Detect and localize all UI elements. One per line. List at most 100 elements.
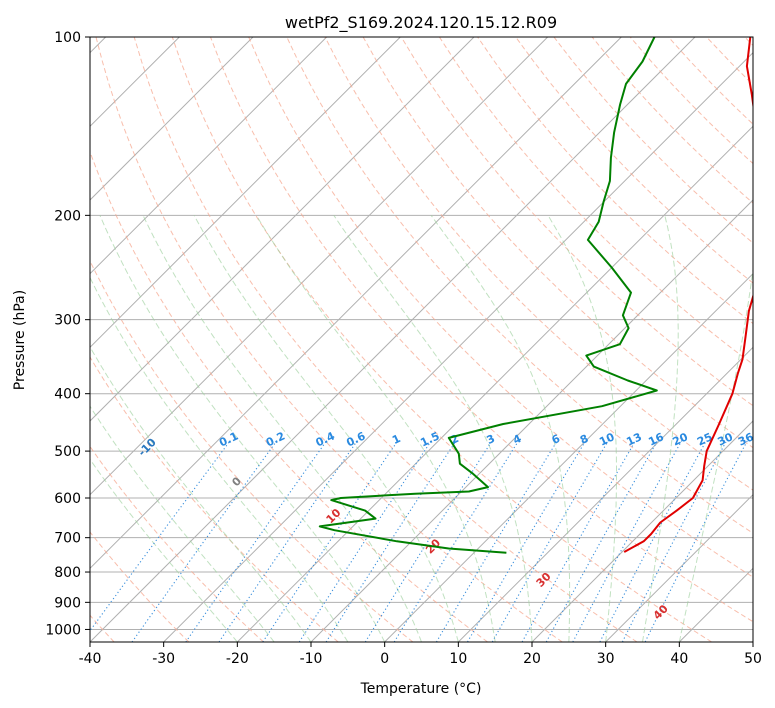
dry-adiabat-line — [90, 445, 264, 642]
mixing-ratio-label: 6 — [550, 432, 563, 447]
y-tick-label: 700 — [54, 531, 81, 547]
chart-title: wetPf2_S169.2024.120.15.12.R09 — [285, 13, 557, 33]
background-lines — [90, 37, 753, 642]
mixing-ratio-line — [131, 440, 278, 642]
y-tick-label: 400 — [54, 387, 81, 403]
moist-adiabat-line — [90, 405, 275, 642]
dry-adiabat-label: 30 — [534, 570, 554, 590]
isotherm-line — [384, 272, 753, 642]
mixing-ratio-line — [521, 440, 637, 642]
moist-adiabat-line — [678, 265, 753, 642]
dry-adiabat-line — [438, 37, 753, 366]
mixing-ratio-line — [90, 440, 231, 632]
plot-frame — [89, 36, 754, 643]
isotherm-line — [90, 37, 696, 642]
dry-adiabat-line — [90, 150, 488, 642]
y-tick-label: 1000 — [45, 622, 81, 638]
isotherm-line — [531, 420, 753, 642]
x-axis: -40 -30 -20 -10 0 10 20 30 40 50 — [79, 642, 762, 667]
dewpoint-line — [318, 37, 658, 554]
y-tick-label: 500 — [54, 444, 81, 460]
y-tick-label: 900 — [54, 595, 81, 611]
x-axis-label: Temperature (°C) — [360, 681, 482, 697]
dry-adiabat-line — [90, 356, 339, 642]
y-axis-label: Pressure (hPa) — [12, 290, 28, 390]
mixing-ratio-label: 0.1 — [217, 429, 240, 449]
isotherm-line — [752, 641, 753, 642]
mixing-ratio-line — [185, 440, 328, 642]
dry-adiabat-line — [248, 37, 753, 578]
isotherm-line — [457, 346, 753, 642]
dry-adiabat-line — [515, 37, 753, 284]
dry-adiabat-line — [706, 37, 753, 86]
dry-adiabat-line — [133, 37, 638, 642]
mixing-ratio-line — [364, 440, 493, 642]
mixing-ratio-line — [467, 440, 587, 642]
mixing-ratio-label: 36 — [736, 430, 756, 448]
x-tick-label: -10 — [300, 651, 323, 667]
dry-adiabat-line — [171, 37, 712, 642]
x-tick-label: -40 — [79, 651, 102, 667]
dry-adiabat-line — [668, 37, 753, 125]
mixing-ratio-label: 0.6 — [344, 429, 367, 449]
y-tick-label: 100 — [54, 30, 81, 46]
mixing-ratio-line — [599, 440, 707, 642]
x-tick-label: 40 — [670, 651, 688, 667]
dry-adiabat-line — [744, 37, 753, 47]
mixing-ratio-label: 8 — [578, 432, 590, 447]
mixing-ratio-label: 1.5 — [418, 429, 441, 449]
mixing-ratio-label: 13 — [624, 430, 643, 448]
moist-adiabat-line — [193, 215, 459, 642]
y-tick-label: 200 — [54, 208, 81, 224]
mixing-ratio-line — [572, 440, 683, 642]
mixing-ratio-label: 3 — [485, 432, 497, 447]
isotherm-line — [90, 37, 328, 275]
temperature-line — [623, 37, 753, 553]
profile-lines — [318, 37, 753, 554]
isotherm-line — [90, 37, 549, 496]
moist-adiabat-line — [430, 215, 571, 642]
x-tick-label: 10 — [449, 651, 467, 667]
mixing-ratio-label: 0.2 — [264, 429, 287, 449]
isotherm-line — [163, 51, 753, 642]
dry-adiabat-line — [90, 259, 414, 642]
x-tick-label: 0 — [380, 651, 389, 667]
dry-adiabat-label: -10 — [136, 436, 159, 459]
x-tick-label: -30 — [152, 651, 175, 667]
dry-adiabat-line — [400, 37, 753, 407]
x-tick-label: 20 — [523, 651, 541, 667]
dry-adiabat-line — [324, 37, 753, 491]
x-tick-label: 30 — [597, 651, 615, 667]
moist-adiabat-line — [90, 345, 312, 642]
mixing-ratio-label: 1 — [390, 432, 402, 447]
moist-adiabat-line — [255, 215, 496, 642]
isotherm-line — [90, 37, 254, 201]
mixing-ratio-label: 4 — [511, 432, 524, 447]
dry-adiabat-label: 0 — [229, 474, 244, 489]
y-tick-label: 300 — [54, 313, 81, 329]
moist-adiabat-line — [547, 215, 617, 642]
dry-adiabat-line — [591, 37, 753, 204]
mixing-ratio-line — [393, 440, 520, 642]
isotherm-line — [678, 567, 753, 642]
y-tick-label: 800 — [54, 565, 81, 581]
x-tick-label: -20 — [226, 651, 249, 667]
mixing-ratio-line — [621, 440, 728, 642]
isotherm-line — [90, 37, 622, 570]
mixing-ratio-line — [644, 440, 748, 642]
mixing-ratio-label: 30 — [716, 430, 736, 448]
isotherm-line — [90, 37, 401, 349]
dry-adiabat-line — [90, 531, 190, 642]
y-tick-label: 600 — [54, 491, 81, 507]
mixing-ratio-label: 20 — [671, 430, 691, 448]
isotherm-line — [310, 199, 753, 642]
mixing-ratio-line — [262, 440, 399, 642]
moist-adiabat-line — [90, 458, 238, 642]
isotherm-line — [236, 125, 753, 642]
x-tick-label: 50 — [744, 651, 762, 667]
moist-adiabat-line — [90, 276, 349, 642]
moist-adiabat-line — [642, 215, 679, 642]
isotherm-line — [605, 493, 753, 642]
y-axis: 100 200 300 400 500 600 700 800 900 1000 — [45, 30, 90, 638]
